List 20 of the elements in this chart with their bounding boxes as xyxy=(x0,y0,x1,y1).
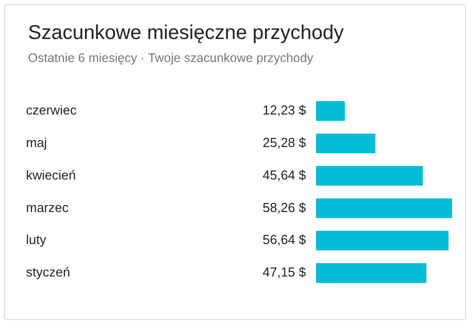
bar xyxy=(316,134,376,154)
y-tick-label: styczeń xyxy=(26,264,70,280)
text: Ostatnie 6 miesięcy · Twoje szacunkowe przychody xyxy=(28,51,314,65)
data-label: 45,64 $ xyxy=(262,167,307,182)
y-tick-label: maj xyxy=(26,134,48,150)
data-label: 12,23 $ xyxy=(262,102,307,118)
y-tick-label: czerwiec xyxy=(26,102,78,118)
chart-title: Szacunkowe miesięczne przychody xyxy=(28,22,344,45)
bar xyxy=(316,263,426,283)
data-label: 56,64 $ xyxy=(262,232,307,248)
bar xyxy=(316,101,345,121)
bar xyxy=(316,198,452,218)
bar xyxy=(316,166,423,186)
y-tick-label: luty xyxy=(26,232,47,248)
y-tick-label: kwiecień xyxy=(26,167,76,182)
data-label: 25,28 $ xyxy=(262,134,307,150)
data-label: 58,26 $ xyxy=(262,200,307,215)
bar xyxy=(316,230,449,250)
y-tick-label: marzec xyxy=(26,200,70,215)
data-label: 47,15 $ xyxy=(262,264,307,280)
